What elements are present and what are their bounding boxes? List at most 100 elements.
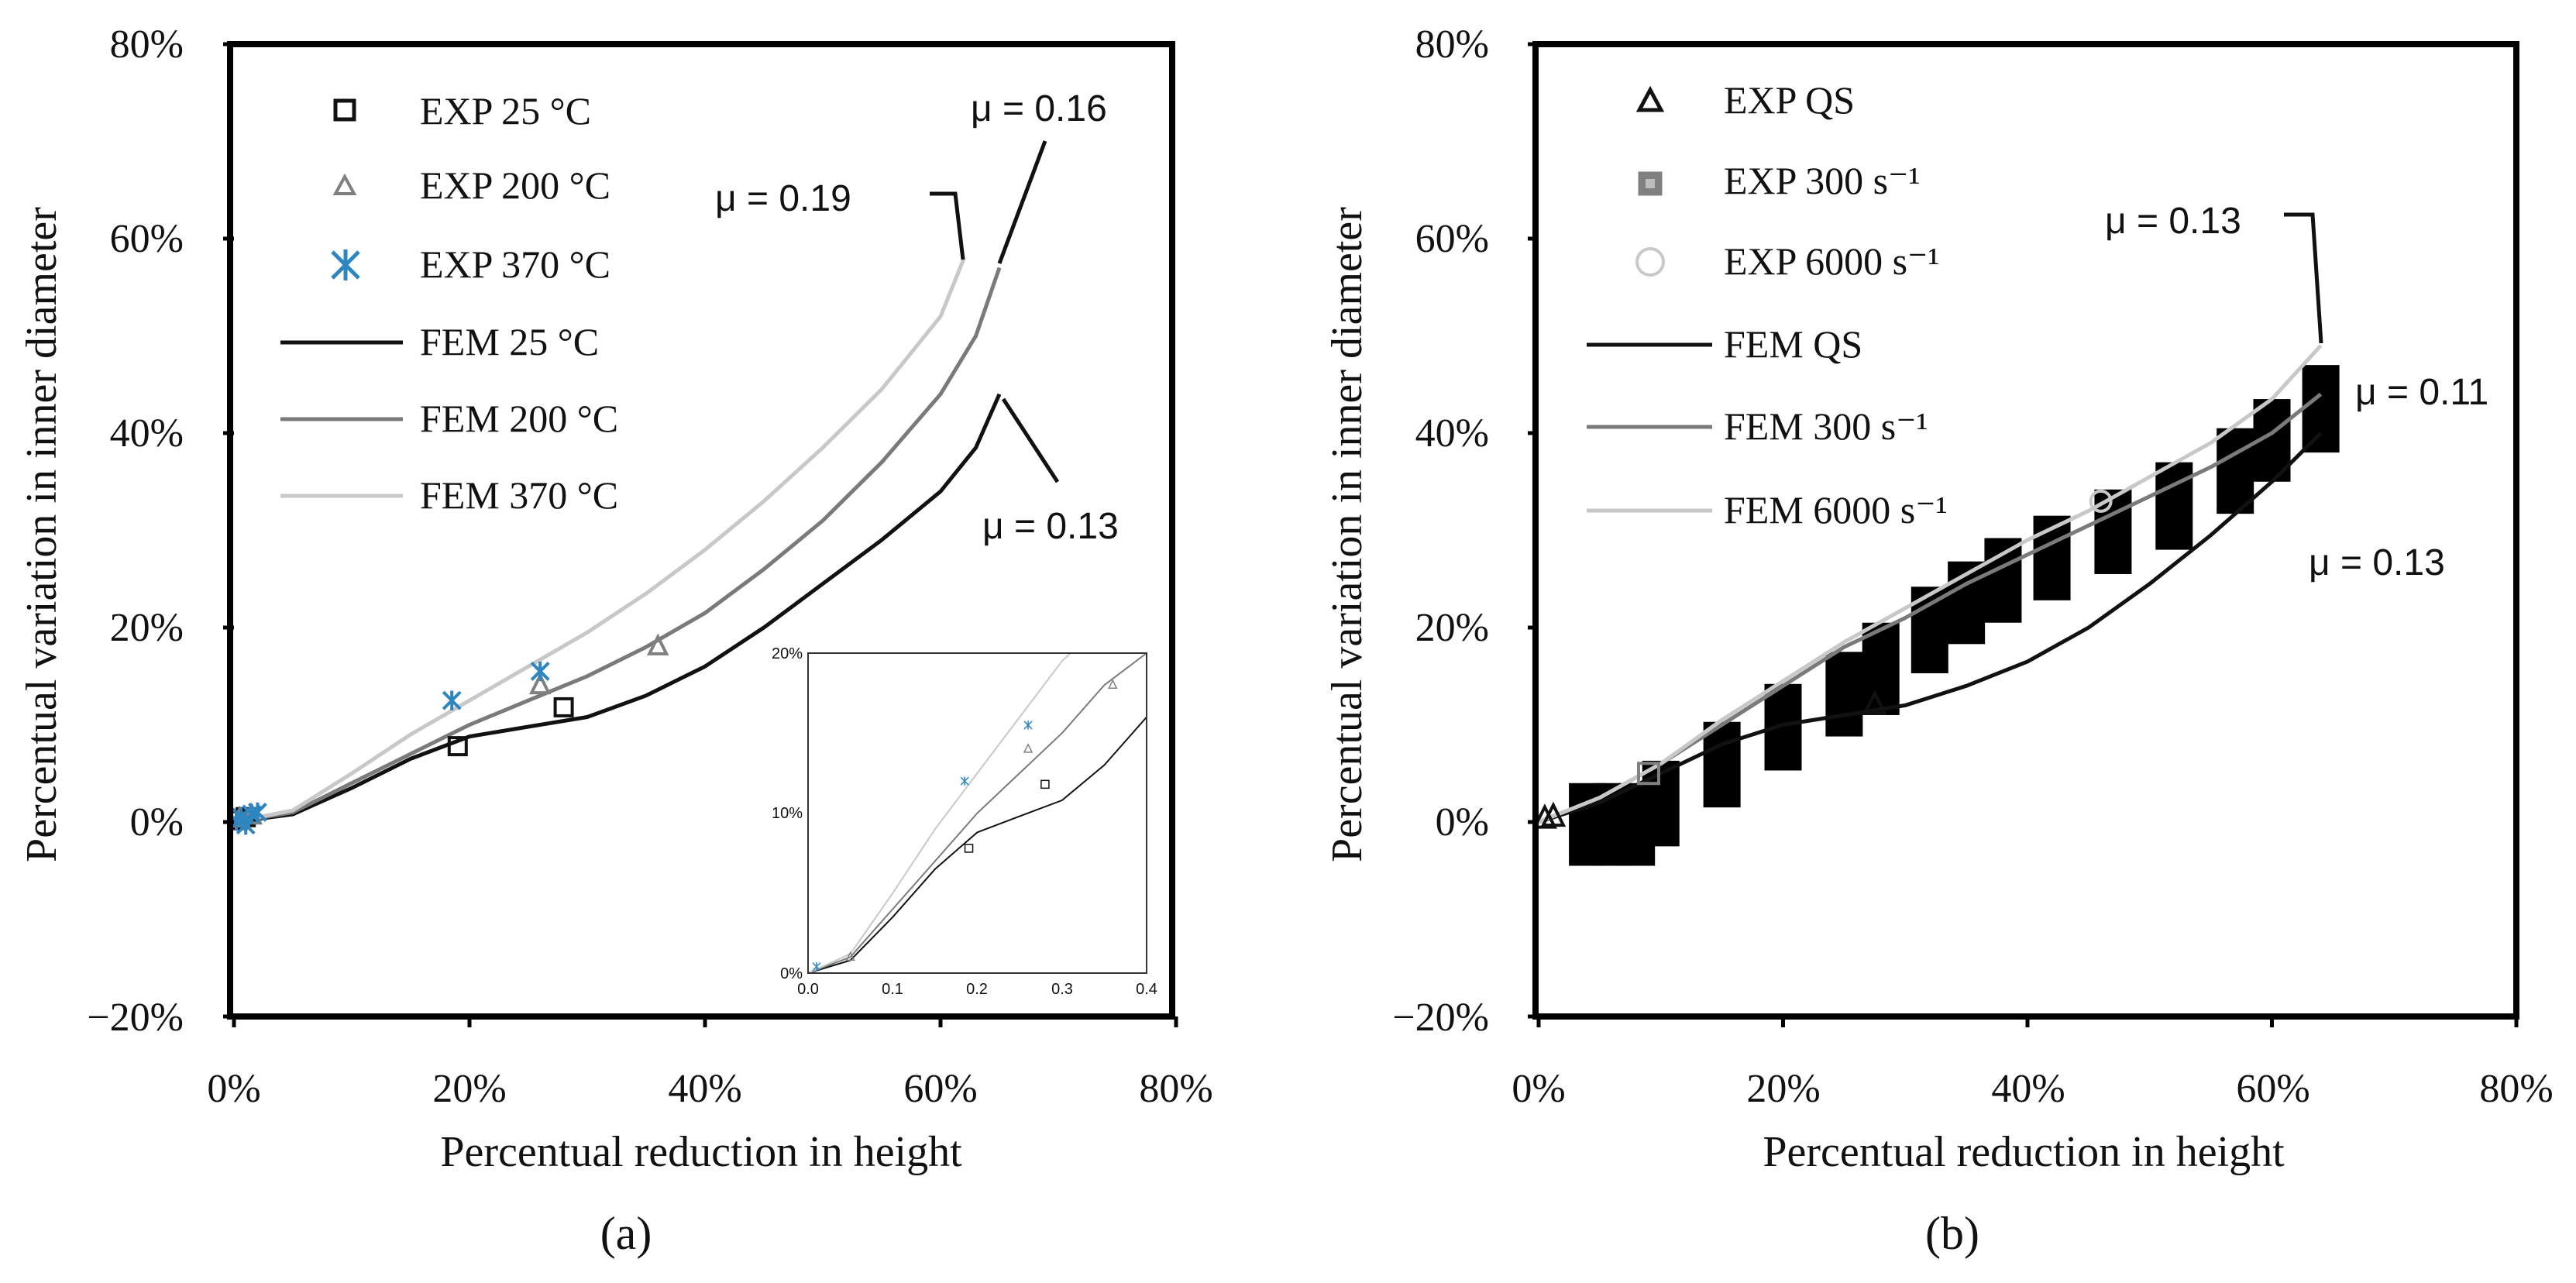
legend-swatch-exp-25c: [333, 98, 356, 122]
panel-b-ytick-label: −20%: [1392, 996, 1489, 1040]
panel-b-xtick-label: 40%: [1991, 1067, 2065, 1111]
data-point-exp-25-c: [447, 736, 468, 757]
panel-b-ytick-label: 0%: [1436, 800, 1489, 844]
legend-label-fem-370c: FEM 370 °C: [420, 473, 618, 517]
inset-ytick-label: 10%: [772, 805, 803, 822]
panel-a-ytick-label: 0%: [130, 800, 184, 844]
error-bar: [1862, 622, 1900, 715]
panel-b-ytick-label: 60%: [1415, 217, 1489, 261]
data-point-exp-300-s: [1636, 762, 1660, 786]
panel-a-axis-ticks: [223, 42, 1178, 1027]
series-line-fem-370-c: [807, 652, 1071, 974]
legend-swatch-exp-200c: [332, 173, 357, 195]
panel-a-xtick-label: 40%: [668, 1067, 741, 1111]
legend-label-exp-300: EXP 300 s⁻¹: [1724, 159, 1920, 202]
inset-xtick-label: 0.0: [797, 981, 819, 998]
panel-a-xtick-label: 20%: [432, 1067, 506, 1111]
panel-a-legend: EXP 25 °C EXP 200 °C EXP 370 °C FEM 25 °…: [280, 89, 618, 517]
panel-a-xtick-label: 60%: [903, 1067, 977, 1111]
panel-b-label: (b): [1925, 1208, 1979, 1259]
data-point-exp-200-c: [1108, 679, 1118, 690]
data-point-exp-25-c: [553, 697, 574, 717]
error-bar: [1984, 538, 2022, 623]
panel-b-ytick-label: 20%: [1415, 606, 1489, 650]
panel-a-leader-mu-016: [997, 140, 1047, 264]
panel-a-y-axis-label: Percentual variation in inner diameter: [18, 207, 66, 862]
inset-xtick-label: 0.4: [1136, 981, 1157, 998]
panel-b-xtick-label: 0%: [1512, 1067, 1565, 1111]
inset-xtick-label: 0.3: [1051, 981, 1073, 998]
series-line-fem-qs: [1538, 432, 2323, 824]
panel-b-plot-frame: [1532, 41, 2519, 1020]
legend-label-fem-qs: FEM QS: [1724, 322, 1862, 366]
chart-panel-a: −20% 0% 20% 40% 60% 80% 0% 20% 40% 60% 8…: [18, 22, 1213, 1259]
data-point-exp-370-c: [1023, 721, 1033, 730]
panel-b-leader-mu-013-top: [2284, 212, 2323, 344]
legend-label-exp-370c: EXP 370 °C: [420, 242, 610, 286]
data-point-exp-qs: [1862, 690, 1888, 715]
panel-a-annotation-mu-013: μ = 0.13: [982, 506, 1119, 547]
legend-swatch-exp-300-hole: [1646, 179, 1655, 188]
panel-b-xtick-label: 20%: [1746, 1067, 1820, 1111]
legend-label-exp-200c: EXP 200 °C: [420, 163, 610, 207]
panel-b-ytick-label: 40%: [1415, 411, 1489, 456]
panel-a-xtick-label: 0%: [207, 1067, 260, 1111]
series-line-fem-370-c: [233, 257, 966, 824]
legend-label-exp-6000: EXP 6000 s⁻¹: [1724, 239, 1939, 283]
inset-ytick-label: 20%: [772, 645, 803, 662]
panel-a-leader-mu-019: [930, 191, 965, 260]
series-line-fem-25-c: [233, 393, 1002, 824]
data-point-exp-370-c: [247, 802, 267, 823]
panel-b-legend: EXP QS EXP 300 s⁻¹ EXP 6000 s⁻¹ FEM QS F…: [1587, 78, 1948, 531]
data-point-exp-370-c: [960, 776, 969, 786]
legend-label-fem-200c: FEM 200 °C: [420, 397, 618, 440]
panel-b-xtick-label: 60%: [2236, 1067, 2309, 1111]
data-point-exp-25-c: [1040, 779, 1050, 789]
panel-a-ytick-label: −20%: [87, 996, 184, 1040]
panel-b-ytick-label: 80%: [1415, 22, 1489, 67]
error-bar: [1825, 652, 1863, 737]
legend-swatch-exp-qs: [1635, 85, 1665, 112]
data-point-exp-370-c: [442, 690, 462, 710]
panel-b-annotation-mu-013-top: μ = 0.13: [2105, 201, 2241, 242]
panel-b-xtick-label: 80%: [2479, 1067, 2553, 1111]
data-point-exp-qs: [1540, 801, 1567, 827]
data-point-exp-200-c: [1023, 743, 1033, 753]
panel-b-annotation-mu-013-bottom: μ = 0.13: [2309, 542, 2445, 583]
panel-a-ytick-label: 20%: [110, 606, 184, 650]
legend-swatch-exp-6000: [1635, 247, 1665, 277]
series-line-fem-25-c: [807, 716, 1147, 974]
inset-xtick-label: 0.2: [966, 981, 988, 998]
error-bar: [2217, 428, 2254, 514]
chart-panel-b: −20% 0% 20% 40% 60% 80% 0% 20% 40% 60% 8…: [1323, 22, 2554, 1259]
error-bar: [1703, 721, 1741, 808]
error-bar: [2302, 365, 2340, 453]
data-point-exp-200-c: [845, 951, 855, 961]
legend-label-exp-qs: EXP QS: [1724, 78, 1855, 122]
legend-label-fem-6000: FEM 6000 s⁻¹: [1724, 488, 1948, 531]
panel-a-x-axis-label: Percentual reduction in height: [440, 1128, 962, 1176]
error-bar: [2155, 462, 2193, 550]
panel-a-leader-mu-013: [1001, 397, 1060, 483]
legend-swatch-exp-370c: [331, 249, 360, 280]
panel-b-y-axis-label: Percentual variation in inner diameter: [1323, 207, 1371, 862]
inset-xtick-label: 0.1: [882, 981, 903, 998]
panel-b-x-axis-label: Percentual reduction in height: [1763, 1128, 2285, 1176]
inset-plot-frame: [807, 652, 1147, 974]
panel-a-annotation-mu-019: μ = 0.19: [715, 178, 851, 219]
legend-label-fem-300: FEM 300 s⁻¹: [1724, 404, 1928, 448]
data-point-exp-370-c: [530, 661, 550, 682]
panel-b-axis-ticks: [1528, 42, 2519, 1027]
data-point-exp-200-c: [528, 672, 552, 695]
panel-b-series-layer: [1532, 344, 2340, 866]
panel-a-label: (a): [600, 1208, 652, 1259]
series-line-fem-200-c: [807, 652, 1147, 974]
series-line-fem-6000-s: [1538, 344, 2323, 824]
panel-a-ytick-label: 60%: [110, 217, 184, 261]
data-point-exp-qs: [1532, 803, 1558, 829]
legend-label-exp-25c: EXP 25 °C: [420, 89, 591, 132]
panel-a-annotation-mu-016: μ = 0.16: [971, 88, 1107, 129]
panel-a-xtick-label: 80%: [1139, 1067, 1212, 1111]
data-point-exp-200-c: [646, 633, 669, 655]
